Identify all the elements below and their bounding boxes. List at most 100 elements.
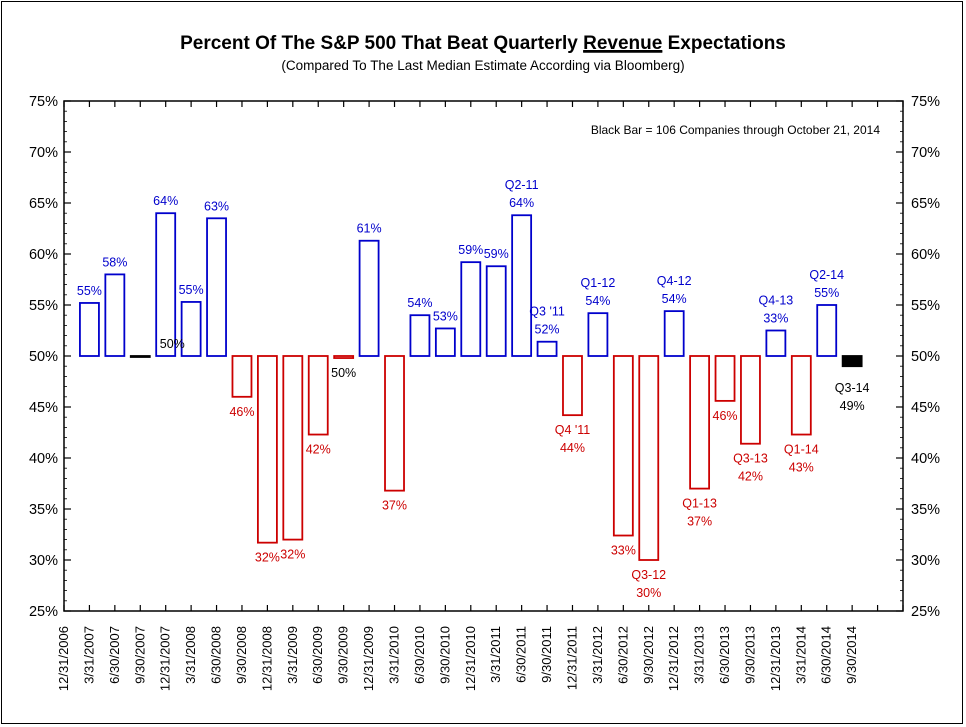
bar-value-label: 49% <box>840 399 865 413</box>
x-tick-label: 6/30/2010 <box>412 626 427 684</box>
bar <box>536 340 558 357</box>
bar-quarter-label: Q1-14 <box>784 443 819 457</box>
bar-value-label: 54% <box>585 294 610 308</box>
title-underlined: Revenue <box>583 33 662 54</box>
y-tick-label-left: 65% <box>29 196 58 212</box>
bar-value-label: 55% <box>77 284 102 298</box>
title-prefix: Percent Of The S&P 500 That Beat Quarter… <box>180 33 583 54</box>
bar-value-label: 52% <box>535 323 560 337</box>
bar-value-label: 44% <box>560 441 585 455</box>
bar-quarter-label: Q2-14 <box>809 268 844 282</box>
y-tick-label-left: 55% <box>29 298 58 314</box>
x-tick-label: 3/31/2012 <box>590 626 605 684</box>
bar <box>663 310 685 357</box>
bar-value-label: 58% <box>102 255 127 269</box>
bar <box>689 355 711 490</box>
bar-value-label: 30% <box>636 586 661 600</box>
chart-subtitle: (Compared To The Last Median Estimate Ac… <box>281 58 684 73</box>
bar-value-label: 37% <box>687 515 712 529</box>
x-tick-label: 6/30/2012 <box>615 626 630 684</box>
bar <box>307 355 329 436</box>
x-tick-label: 3/31/2010 <box>387 626 402 684</box>
x-tick-label: 9/30/2012 <box>641 626 656 684</box>
bar-value-label: 42% <box>306 443 331 457</box>
x-tick-label: 3/31/2007 <box>81 626 96 684</box>
title-suffix: Expectations <box>662 33 786 54</box>
x-tick-label: 9/30/2009 <box>336 626 351 684</box>
x-tick-label: 6/30/2009 <box>310 626 325 684</box>
bar <box>485 265 507 357</box>
x-tick-label: 6/30/2008 <box>209 626 224 684</box>
bar <box>282 355 304 541</box>
x-tick-label: 9/30/2011 <box>539 626 554 683</box>
bar-quarter-label: Q4 '11 <box>555 423 591 437</box>
bar <box>256 355 278 544</box>
bar-quarter-label: Q3-13 <box>733 452 768 466</box>
bar <box>206 217 227 357</box>
bar <box>79 302 100 357</box>
x-tick-label: 12/31/2008 <box>259 626 274 691</box>
y-tick-label-right: 55% <box>911 298 940 314</box>
bar <box>384 355 405 492</box>
y-tick-label-right: 50% <box>911 349 940 365</box>
x-tick-label: 6/30/2013 <box>717 626 732 684</box>
bar-value-label: 54% <box>407 296 432 310</box>
bar-value-label: 50% <box>160 337 185 351</box>
bar <box>180 301 202 357</box>
x-tick-label: 3/31/2009 <box>285 626 300 684</box>
bar-value-label: 59% <box>484 247 509 261</box>
x-tick-label: 9/30/2008 <box>234 626 249 684</box>
annotation-note: Black Bar = 106 Companies through Octobe… <box>591 123 881 137</box>
bar <box>333 355 355 359</box>
x-tick-label: 6/30/2011 <box>514 626 529 683</box>
x-tick-label: 3/31/2013 <box>692 626 707 684</box>
x-tick-label: 9/30/2014 <box>844 626 859 684</box>
bar <box>562 355 583 417</box>
bar <box>740 355 761 445</box>
x-tick-label: 9/30/2013 <box>742 626 757 684</box>
y-tick-label-left: 40% <box>29 451 58 467</box>
bar-value-label: 64% <box>509 196 534 210</box>
bar <box>587 312 609 357</box>
bar <box>714 355 736 402</box>
y-tick-label-left: 75% <box>29 94 58 110</box>
y-tick-label-right: 60% <box>911 247 940 263</box>
x-tick-label: 6/30/2007 <box>107 626 122 684</box>
x-tick-label: 9/30/2010 <box>437 626 452 684</box>
bar <box>511 214 533 357</box>
bar-quarter-label: Q4-12 <box>657 274 692 288</box>
x-tick-label: 12/31/2007 <box>158 626 173 691</box>
x-tick-label: 12/31/2013 <box>768 626 783 691</box>
bar <box>612 355 634 537</box>
bar <box>155 212 177 357</box>
bar-value-label: 43% <box>789 461 814 475</box>
bar-quarter-label: Q4-13 <box>759 294 794 308</box>
x-tick-label: 12/31/2009 <box>361 626 376 691</box>
bar-value-label: 42% <box>738 470 763 484</box>
bar-value-label: 32% <box>255 551 280 565</box>
bar-quarter-label: Q2-11 <box>505 178 539 192</box>
x-tick-label: 6/30/2014 <box>819 626 834 684</box>
x-tick-label: 3/31/2011 <box>488 626 503 683</box>
bar-value-label: 46% <box>713 409 738 423</box>
y-tick-label-right: 45% <box>911 400 940 416</box>
x-tick-label: 12/31/2011 <box>564 626 579 690</box>
x-tick-label: 12/31/2006 <box>56 626 71 691</box>
bar-quarter-label: Q3 '11 <box>529 305 565 319</box>
bar-value-label: 50% <box>331 366 356 380</box>
bar-quarter-label: Q3-12 <box>631 568 666 582</box>
y-tick-label-right: 65% <box>911 196 940 212</box>
bar-value-label: 61% <box>357 222 382 236</box>
bar-value-label: 33% <box>611 544 636 558</box>
y-tick-label-left: 45% <box>29 400 58 416</box>
bar-value-label: 37% <box>382 499 407 513</box>
bar <box>638 355 660 561</box>
bar-value-label: 32% <box>280 548 305 562</box>
bar <box>104 273 126 357</box>
bar <box>841 355 863 368</box>
y-tick-label-left: 60% <box>29 247 58 263</box>
bar <box>231 355 253 398</box>
bar <box>460 261 482 357</box>
